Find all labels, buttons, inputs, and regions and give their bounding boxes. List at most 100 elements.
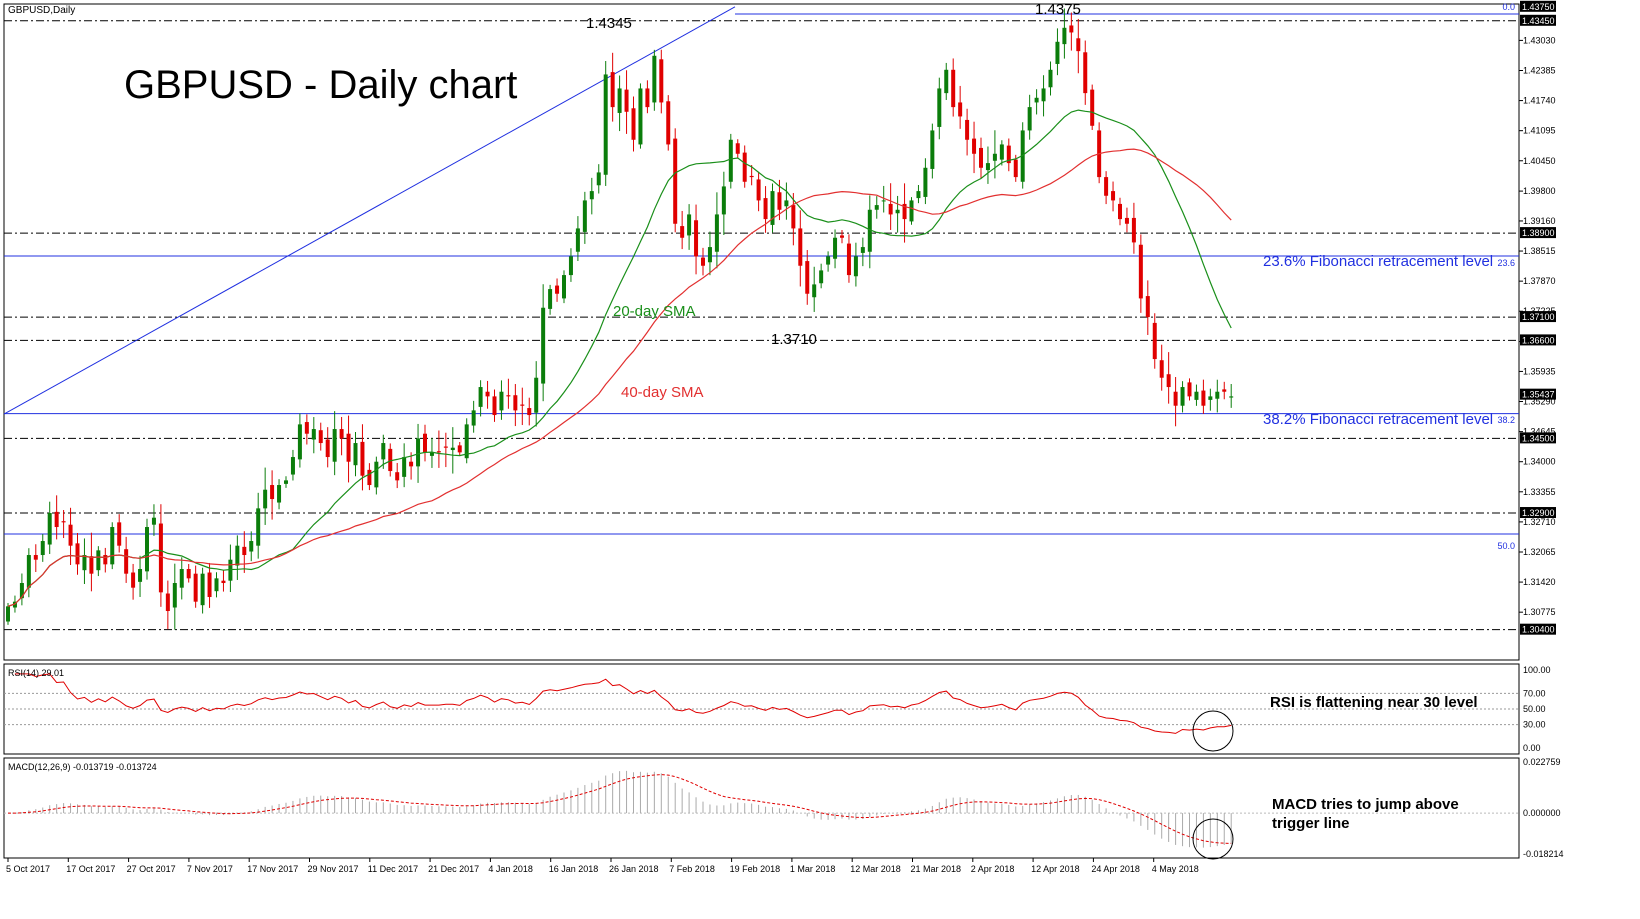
bullish-candle (541, 307, 546, 384)
bearish-candle (701, 257, 705, 266)
symbol-label: GBPUSD,Daily (8, 5, 75, 16)
bearish-candle (89, 556, 94, 574)
bullish-candle (721, 186, 726, 215)
bullish-candle (568, 256, 573, 276)
date-tick-label: 5 Oct 2017 (6, 864, 50, 874)
fib-382-label: 38.2% Fibonacci retracement level (1263, 411, 1493, 428)
bullish-candle (819, 270, 824, 284)
bullish-candle (26, 555, 31, 588)
scale-top-label: 0.0 (1502, 2, 1515, 12)
bullish-candle (916, 191, 921, 199)
bearish-candle (506, 395, 511, 397)
price-tag-label: 1.36600 (1522, 335, 1555, 345)
bullish-candle (575, 228, 580, 252)
macd-highlight-circle (1192, 818, 1234, 860)
bullish-candle (402, 457, 407, 477)
date-tick-label: 2 Apr 2018 (971, 864, 1015, 874)
fibonacci-levels (4, 255, 1519, 535)
price-tick-label: 1.34000 (1523, 457, 1556, 467)
bearish-candle (1131, 217, 1136, 243)
macd-panel-frame (3, 757, 1520, 859)
rsi-highlight-circle (1192, 710, 1234, 752)
bearish-candle (631, 108, 636, 140)
bearish-candle (805, 261, 810, 294)
bullish-candle (478, 387, 483, 407)
bearish-candle (33, 555, 38, 560)
bearish-candle (798, 228, 803, 266)
bearish-candle (318, 430, 323, 444)
bullish-candle (617, 88, 622, 113)
macd-annotation-line2: trigger line (1272, 815, 1350, 832)
fib-236-tag: 23.6 (1497, 258, 1515, 268)
bearish-candle (242, 546, 247, 556)
bullish-candle (937, 88, 942, 127)
price-tick-label: 1.38515 (1523, 246, 1556, 256)
bullish-candle (714, 214, 719, 252)
bullish-candle (1215, 391, 1220, 399)
date-tick-label: 12 Apr 2018 (1031, 864, 1080, 874)
bullish-candle (1180, 387, 1185, 406)
bearish-candle (117, 522, 122, 546)
bullish-candle (429, 452, 434, 456)
price-tick-label: 1.34645 (1523, 427, 1556, 437)
bullish-candle (930, 130, 935, 169)
date-tick-label: 19 Feb 2018 (730, 864, 781, 874)
bearish-candle (395, 472, 400, 481)
bullish-candle (82, 555, 87, 571)
bullish-candle (381, 443, 386, 460)
bullish-candle (40, 541, 45, 556)
price-tick-label: 1.40450 (1523, 156, 1556, 166)
fib-236-label: 23.6% Fibonacci retracement level (1263, 253, 1493, 270)
bullish-candle (895, 209, 900, 214)
bullish-candle (812, 284, 817, 298)
bearish-candle (304, 422, 309, 434)
bullish-candle (985, 163, 990, 171)
bullish-candle (151, 517, 156, 525)
bullish-candle (214, 578, 219, 592)
rsi-layer: 100.00 70.00 50.00 30.00 0.00 (4, 665, 1551, 753)
bearish-candle (1083, 52, 1088, 94)
bearish-candle (555, 285, 560, 294)
bearish-candle (791, 205, 796, 229)
bearish-candle (742, 152, 747, 182)
bearish-candle (485, 391, 490, 397)
price-tick-label: 1.43030 (1523, 35, 1556, 45)
bearish-candle (1173, 391, 1178, 406)
bearish-candle (124, 549, 129, 574)
bearish-candle (624, 89, 629, 112)
price-tag-box (1520, 623, 1556, 635)
bullish-candle (999, 144, 1004, 160)
bullish-candle (1062, 27, 1067, 45)
price-tick-label: 1.35290 (1523, 397, 1556, 407)
price-tick-label: 1.32065 (1523, 547, 1556, 557)
bullish-candle (652, 55, 657, 103)
bearish-candle (763, 198, 768, 220)
date-tick-label: 17 Nov 2017 (247, 864, 298, 874)
bullish-candle (853, 256, 858, 277)
rsi-header: RSI(14) 29.01 (8, 668, 64, 678)
bullish-candle (374, 461, 379, 488)
bearish-candle (694, 220, 699, 257)
bearish-candle (1138, 244, 1143, 299)
date-tick-label: 29 Nov 2017 (308, 864, 359, 874)
date-axis: 5 Oct 2017 17 Oct 2017 27 Oct 2017 7 Nov 20… (6, 858, 1199, 874)
bearish-candle (965, 119, 970, 140)
horizontal-levels (4, 20, 1519, 631)
date-tick-label: 11 Dec 2017 (368, 864, 418, 874)
bearish-candle (659, 59, 664, 103)
bearish-candle (520, 404, 525, 406)
rsi-axis-label: 50.00 (1523, 704, 1546, 714)
bearish-candle (958, 102, 963, 117)
bearish-candle (673, 138, 678, 224)
bullish-candle (1020, 130, 1025, 182)
bearish-candle (756, 179, 761, 201)
sma40-line (7, 148, 1232, 607)
main-panel-frame (3, 3, 1520, 661)
date-tick-label: 7 Nov 2017 (187, 864, 233, 874)
bullish-candle (263, 489, 268, 509)
bearish-candle (346, 433, 351, 462)
bullish-candle (770, 191, 775, 225)
bullish-candle (249, 541, 254, 552)
bullish-candle (589, 191, 594, 200)
bullish-candle (638, 88, 643, 145)
